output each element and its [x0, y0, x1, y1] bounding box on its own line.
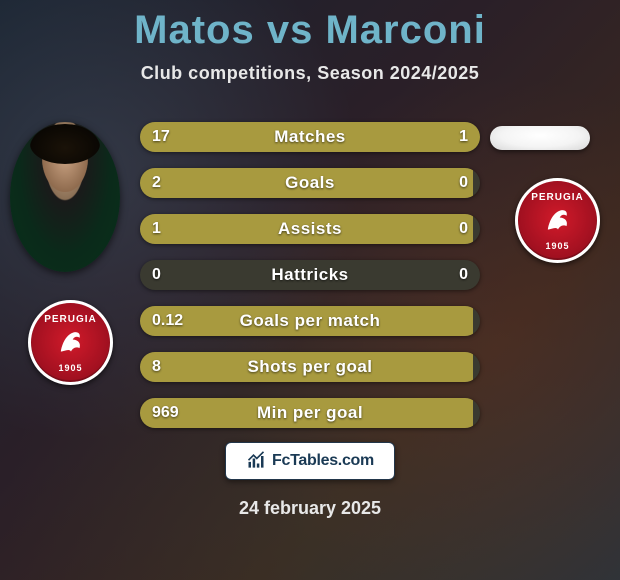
date-text: 24 february 2025: [0, 498, 620, 519]
stat-value-right: 0: [459, 214, 468, 244]
stat-label: Hattricks: [140, 260, 480, 290]
stat-label: Goals: [140, 168, 480, 198]
stat-value-left: 969: [152, 398, 179, 428]
stat-value-left: 0.12: [152, 306, 183, 336]
stats-container: Matches171Goals20Assists10Hattricks00Goa…: [140, 122, 480, 444]
title-player-left: Matos: [134, 8, 255, 52]
stat-row: Assists1 0: [140, 214, 480, 244]
stat-label: Shots per goal: [140, 352, 480, 382]
title-player-right: Marconi: [325, 8, 485, 52]
page-title: Matos vs Marconi: [0, 0, 620, 53]
stat-label: Min per goal: [140, 398, 480, 428]
player-photo-left: [10, 122, 120, 272]
badge-left-arc: PERUGIA: [44, 314, 97, 325]
stat-value-right: 0: [459, 168, 468, 198]
badge-left-text: PERUGIA 1905: [31, 303, 110, 382]
stat-row: Goals2 0: [140, 168, 480, 198]
title-vs: vs: [267, 8, 314, 52]
stat-value-left: 8: [152, 352, 161, 382]
footer-brand-pill[interactable]: FcTables.com: [225, 442, 395, 480]
player-placeholder-right: [490, 126, 590, 150]
subtitle: Club competitions, Season 2024/2025: [0, 63, 620, 84]
stat-value-right: 0: [459, 260, 468, 290]
griffin-icon: [54, 326, 88, 360]
stat-row: Matches17 1: [140, 122, 480, 152]
chart-up-icon: [246, 451, 266, 471]
stat-row: Shots per goal8: [140, 352, 480, 382]
stat-value-left: 0: [152, 260, 161, 290]
footer-brand-text: FcTables.com: [272, 452, 374, 470]
badge-right-text: PERUGIA 1905: [518, 181, 597, 260]
badge-right-year: 1905: [545, 241, 569, 251]
stat-value-left: 2: [152, 168, 161, 198]
stat-value-left: 1: [152, 214, 161, 244]
griffin-icon: [541, 204, 575, 238]
badge-right-arc: PERUGIA: [531, 192, 584, 203]
stat-row: Goals per match0.12: [140, 306, 480, 336]
club-badge-left: PERUGIA 1905: [28, 300, 113, 385]
club-badge-right: PERUGIA 1905: [515, 178, 600, 263]
stat-row: Hattricks0 0: [140, 260, 480, 290]
stat-row: Min per goal969: [140, 398, 480, 428]
stat-label: Goals per match: [140, 306, 480, 336]
content-root: Matos vs Marconi Club competitions, Seas…: [0, 0, 620, 580]
stat-label: Assists: [140, 214, 480, 244]
stat-value-left: 17: [152, 122, 170, 152]
stat-label: Matches: [140, 122, 480, 152]
stat-value-right: 1: [459, 122, 468, 152]
badge-left-year: 1905: [58, 363, 82, 373]
